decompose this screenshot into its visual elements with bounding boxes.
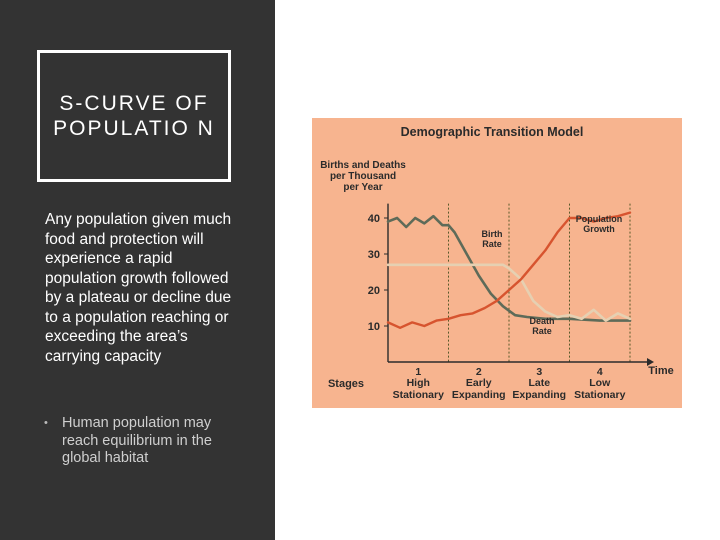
body-text: Any population given much food and prote… xyxy=(45,211,232,365)
stage-1-phase: Stationary xyxy=(393,389,445,401)
chart-container: Demographic Transition Model Births and … xyxy=(312,118,682,408)
chart-background xyxy=(312,118,682,408)
population-growth-line xyxy=(386,211,632,329)
birth-rate-line xyxy=(386,214,632,322)
stage-2-name: Early xyxy=(466,377,492,389)
stage-1-name: High xyxy=(407,377,430,389)
y-tick-label-10: 10 xyxy=(368,321,380,333)
stage-4-phase: Stationary xyxy=(574,389,626,401)
birth-rate-label-line-2: Rate xyxy=(482,239,502,249)
y-tick-label-20: 20 xyxy=(368,285,380,297)
y-axis-label-line-2: per Thousand xyxy=(330,171,396,182)
y-axis-label-line-3: per Year xyxy=(343,182,382,193)
chart-title: Demographic Transition Model xyxy=(401,125,584,139)
stages-label: Stages xyxy=(328,378,364,390)
stage-1-number: 1 xyxy=(415,366,421,378)
stage-3-name: Late xyxy=(528,377,550,389)
x-axis-label: Time xyxy=(648,365,673,377)
y-tick-label-30: 30 xyxy=(368,249,380,261)
y-tick-label-40: 40 xyxy=(368,213,380,225)
stage-4-name: Low xyxy=(589,377,611,389)
birth-rate-label-line-1: Birth xyxy=(482,229,503,239)
stage-3-number: 3 xyxy=(536,366,542,378)
x-axis-arrow-icon xyxy=(647,358,654,366)
demographic-transition-chart: Demographic Transition Model Births and … xyxy=(312,118,682,408)
population-growth-label-line-2: Growth xyxy=(583,224,615,234)
death-rate-label-line-2: Rate xyxy=(532,326,552,336)
plot-layer: 10203040BirthRateDeathRatePopulationGrow… xyxy=(368,203,654,401)
slide-title: S-CURVE OF POPULATIO N xyxy=(53,92,215,140)
death-rate-label-line-1: Death xyxy=(529,316,554,326)
bullet-dot-icon: • xyxy=(44,417,48,429)
bullet-item: • Human population may reach equilibrium… xyxy=(44,415,232,468)
stage-2-phase: Expanding xyxy=(452,389,506,401)
population-growth-label-line-1: Population xyxy=(576,214,623,224)
left-panel: S-CURVE OF POPULATIO N Any population gi… xyxy=(0,0,275,540)
title-box: S-CURVE OF POPULATIO N xyxy=(37,50,231,182)
stage-4-number: 4 xyxy=(597,366,603,378)
stage-3-phase: Expanding xyxy=(512,389,566,401)
stage-2-number: 2 xyxy=(476,366,482,378)
y-axis-label-line-1: Births and Deaths xyxy=(320,160,406,171)
bullet-text: Human population may reach equilibrium i… xyxy=(62,415,212,466)
